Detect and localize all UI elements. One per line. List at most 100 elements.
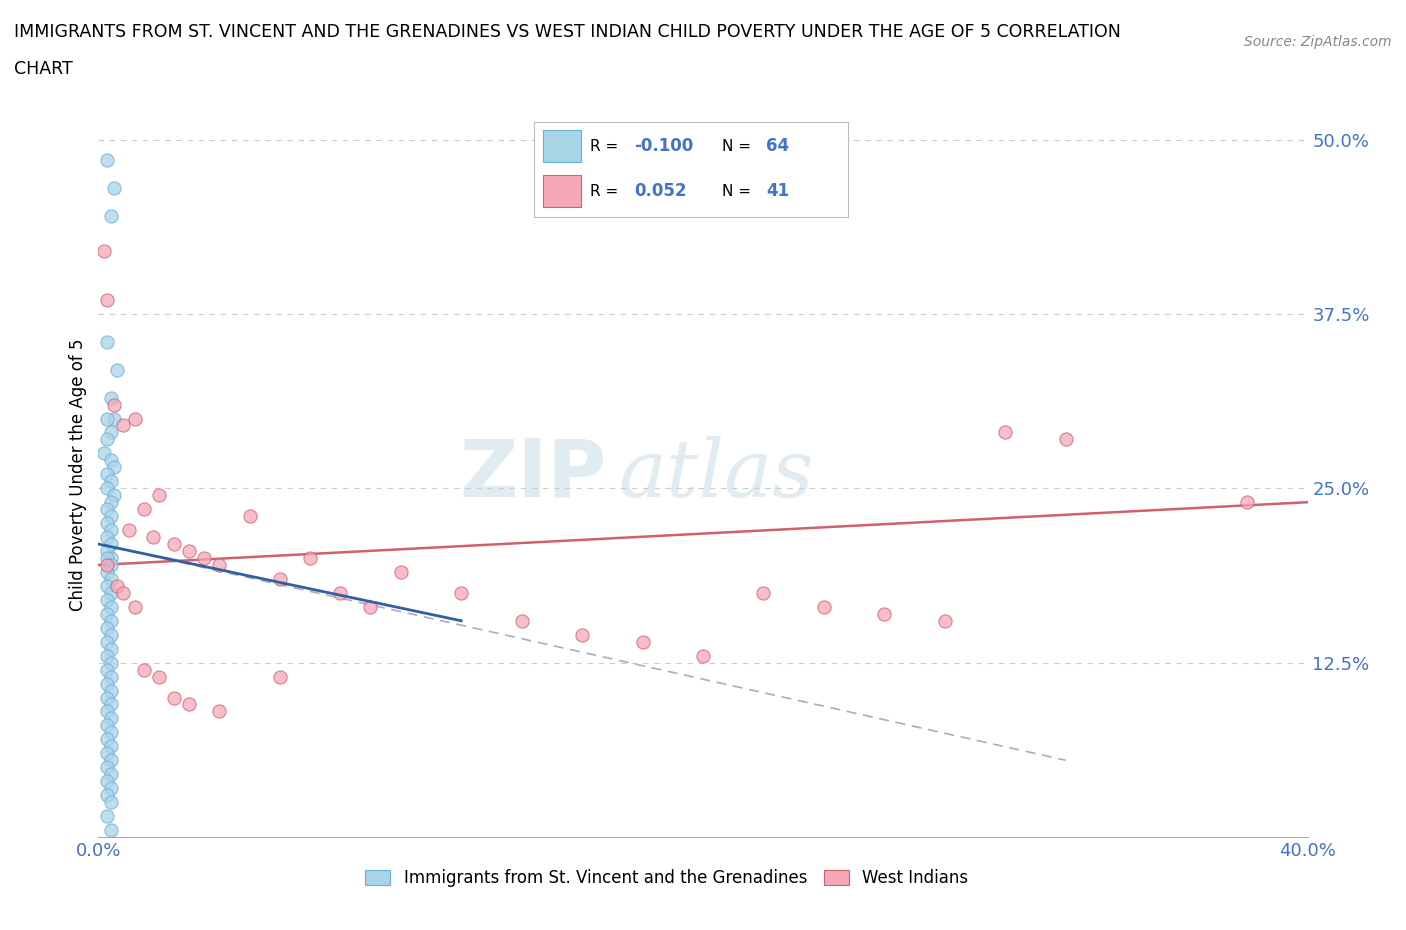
Point xyxy=(100,725,122,740)
Point xyxy=(96,578,118,593)
Point xyxy=(96,481,118,496)
Point xyxy=(96,788,118,803)
Legend: Immigrants from St. Vincent and the Grenadines, West Indians: Immigrants from St. Vincent and the Gren… xyxy=(359,863,974,894)
Point xyxy=(631,634,654,649)
Point xyxy=(96,648,118,663)
Text: Source: ZipAtlas.com: Source: ZipAtlas.com xyxy=(1244,35,1392,49)
Point xyxy=(208,558,231,573)
Point xyxy=(1236,495,1258,510)
Point xyxy=(96,432,118,447)
Point xyxy=(111,418,134,433)
Point xyxy=(100,391,122,405)
Point xyxy=(510,614,533,629)
Point xyxy=(96,502,118,517)
Point xyxy=(752,586,775,601)
Point xyxy=(100,523,122,538)
Point xyxy=(389,565,412,579)
Point xyxy=(96,606,118,621)
Point xyxy=(100,600,122,615)
Point xyxy=(93,446,115,461)
Point xyxy=(100,781,122,796)
Point xyxy=(96,335,118,350)
Point xyxy=(105,363,128,378)
Point xyxy=(163,690,186,705)
Point xyxy=(100,209,122,224)
Point xyxy=(193,551,215,565)
Point xyxy=(100,558,122,573)
Point xyxy=(148,488,170,503)
Text: atlas: atlas xyxy=(619,435,814,513)
Point xyxy=(111,586,134,601)
Point xyxy=(148,670,170,684)
Point xyxy=(100,509,122,524)
Point xyxy=(571,628,593,643)
Point xyxy=(100,656,122,671)
Point xyxy=(142,530,165,545)
Point xyxy=(100,425,122,440)
Point xyxy=(239,509,262,524)
Point xyxy=(450,586,472,601)
Point xyxy=(96,690,118,705)
Text: IMMIGRANTS FROM ST. VINCENT AND THE GRENADINES VS WEST INDIAN CHILD POVERTY UNDE: IMMIGRANTS FROM ST. VINCENT AND THE GREN… xyxy=(14,23,1121,41)
Point xyxy=(269,670,291,684)
Point xyxy=(96,760,118,775)
Point xyxy=(100,537,122,551)
Point xyxy=(100,551,122,565)
Point xyxy=(96,620,118,635)
Point xyxy=(994,425,1017,440)
Point xyxy=(873,606,896,621)
Point xyxy=(96,774,118,789)
Point xyxy=(100,571,122,587)
Point xyxy=(96,592,118,607)
Point xyxy=(96,718,118,733)
Point xyxy=(96,704,118,719)
Point xyxy=(96,153,118,168)
Point xyxy=(118,523,141,538)
Point xyxy=(96,558,118,573)
Point xyxy=(96,634,118,649)
Point xyxy=(100,684,122,698)
Point xyxy=(100,614,122,629)
Point xyxy=(105,578,128,593)
Point xyxy=(934,614,956,629)
Point xyxy=(100,642,122,657)
Point xyxy=(96,411,118,426)
Point xyxy=(96,544,118,559)
Point xyxy=(132,502,155,517)
Point xyxy=(96,662,118,677)
Point xyxy=(100,628,122,643)
Point xyxy=(100,711,122,726)
Point xyxy=(103,488,125,503)
Point xyxy=(96,746,118,761)
Point xyxy=(96,516,118,531)
Point xyxy=(269,571,291,587)
Point xyxy=(132,662,155,677)
Point xyxy=(96,565,118,579)
Point xyxy=(103,411,125,426)
Point xyxy=(813,600,835,615)
Point xyxy=(103,397,125,412)
Point xyxy=(100,453,122,468)
Point xyxy=(360,600,382,615)
Point xyxy=(100,794,122,809)
Point xyxy=(100,495,122,510)
Text: CHART: CHART xyxy=(14,60,73,78)
Point xyxy=(100,766,122,781)
Point xyxy=(100,823,122,838)
Y-axis label: Child Poverty Under the Age of 5: Child Poverty Under the Age of 5 xyxy=(69,338,87,611)
Point xyxy=(96,551,118,565)
Point xyxy=(100,698,122,712)
Point xyxy=(208,704,231,719)
Point xyxy=(329,586,352,601)
Point xyxy=(179,698,201,712)
Point xyxy=(93,244,115,259)
Point xyxy=(100,670,122,684)
Point xyxy=(96,293,118,308)
Point xyxy=(1054,432,1077,447)
Point xyxy=(299,551,322,565)
Point xyxy=(692,648,714,663)
Point xyxy=(100,753,122,768)
Point xyxy=(96,676,118,691)
Point xyxy=(124,600,146,615)
Point xyxy=(179,544,201,559)
